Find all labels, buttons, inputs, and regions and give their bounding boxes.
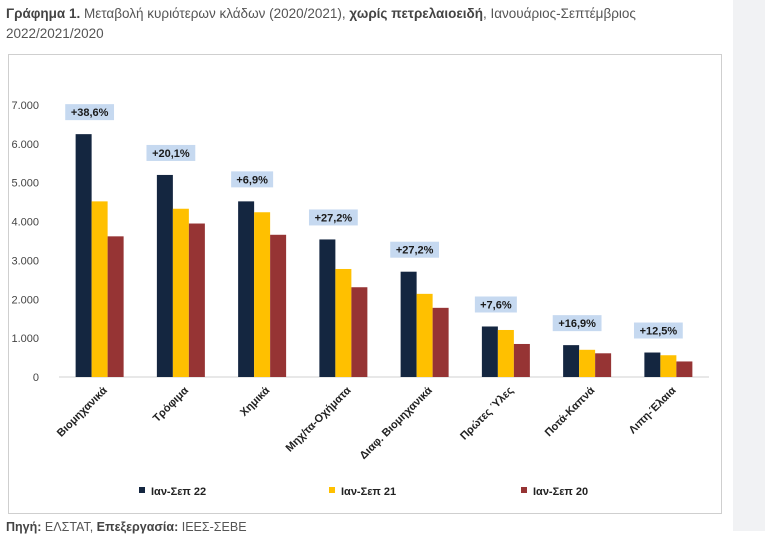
processing-value: ΙΕΕΣ-ΣΕΒΕ (181, 520, 247, 534)
growth-label: +7,6% (480, 299, 512, 311)
bar (644, 352, 661, 377)
caption-text-bold: χωρίς πετρελαιοειδή (349, 6, 483, 21)
caption-text-2: , Ιανουάριος-Σεπτέμβριος 2022/2021/2020 (6, 6, 636, 41)
bar (660, 355, 677, 377)
bar (75, 134, 92, 377)
processing-label: Επεξεργασία: (96, 520, 179, 534)
legend-swatch (139, 487, 145, 493)
category-label: Χημικά (238, 384, 272, 418)
bar-chart: 0 1.000 2.000 3.000 4.000 5.000 6.000 7.000 +38,… (11, 100, 709, 498)
bar (254, 212, 271, 377)
category-label: Μηχ/τα-Οχήματα (284, 384, 354, 454)
growth-label: +20,1% (152, 148, 190, 160)
y-tick-label: 3.000 (11, 255, 39, 267)
source-line: Πηγή: ΕΛΣΤΑΤ, Επεξεργασία: ΙΕΕΣ-ΣΕΒΕ (6, 520, 247, 534)
growth-label: +12,5% (640, 326, 678, 338)
bar (400, 271, 417, 377)
bar (156, 174, 173, 377)
y-tick-label: 4.000 (11, 217, 39, 229)
bar (579, 349, 596, 377)
legend-swatch (521, 487, 527, 493)
bar (188, 223, 205, 377)
growth-label: +6,9% (236, 174, 268, 186)
source-label: Πηγή: (6, 520, 42, 534)
growth-label-box (65, 104, 115, 121)
chart-frame: 0 1.000 2.000 3.000 4.000 5.000 6.000 7.000 +38,… (8, 54, 722, 514)
bar (238, 201, 255, 377)
y-tick-label: 0 (33, 372, 39, 384)
caption-label: Γράφημα 1. (6, 6, 81, 21)
bar (319, 239, 336, 377)
legend-label: Ιαν-Σεπ 22 (151, 486, 206, 498)
growth-label-box (633, 322, 683, 339)
bar (416, 293, 433, 377)
caption-text-1: Μεταβολή κυριότερων κλάδων (2020/2021), (84, 6, 350, 21)
bar (107, 236, 124, 377)
bar (335, 268, 352, 377)
growth-label: +38,6% (71, 107, 109, 119)
growth-label-box (474, 296, 517, 313)
y-tick-label: 6.000 (11, 139, 39, 151)
bar (172, 208, 189, 377)
growth-label: +16,9% (558, 318, 596, 330)
category-label: Ποτά-Καπνά (543, 384, 598, 439)
category-label: Διαφ. Βιομηχανικά (357, 384, 434, 461)
bar (432, 307, 449, 377)
y-tick-label: 5.000 (11, 178, 39, 190)
growth-label-box (390, 241, 440, 258)
y-tick-label: 7.000 (11, 100, 39, 112)
bar (351, 287, 368, 377)
bar (563, 345, 580, 377)
chart-caption: Γράφημα 1. Μεταβολή κυριότερων κλάδων (2… (6, 4, 721, 44)
growth-label: +27,2% (396, 245, 434, 257)
category-label: Τρόφιμα (151, 384, 191, 424)
right-side-panel (733, 0, 765, 531)
growth-label-box (552, 315, 602, 332)
legend-label: Ιαν-Σεπ 21 (341, 486, 396, 498)
bar (91, 201, 108, 377)
source-value: ΕΛΣΤΑΤ, (44, 520, 94, 534)
category-label: Πρώτες Ύλες (458, 384, 516, 442)
growth-label-box (146, 144, 196, 161)
bar (595, 353, 612, 377)
legend-swatch (329, 487, 335, 493)
growth-label-box (231, 171, 274, 188)
bar (513, 343, 530, 377)
growth-label-box (308, 209, 358, 226)
bar (676, 361, 693, 377)
growth-label: +27,2% (315, 212, 353, 224)
bar (497, 329, 514, 377)
y-tick-label: 1.000 (11, 333, 39, 345)
bar (270, 234, 287, 377)
category-label: Λιπη-Έλαια (627, 384, 679, 436)
legend-label: Ιαν-Σεπ 20 (533, 486, 588, 498)
y-tick-label: 2.000 (11, 294, 39, 306)
category-label: Βιομηχανικά (55, 384, 110, 439)
bar (481, 326, 498, 377)
